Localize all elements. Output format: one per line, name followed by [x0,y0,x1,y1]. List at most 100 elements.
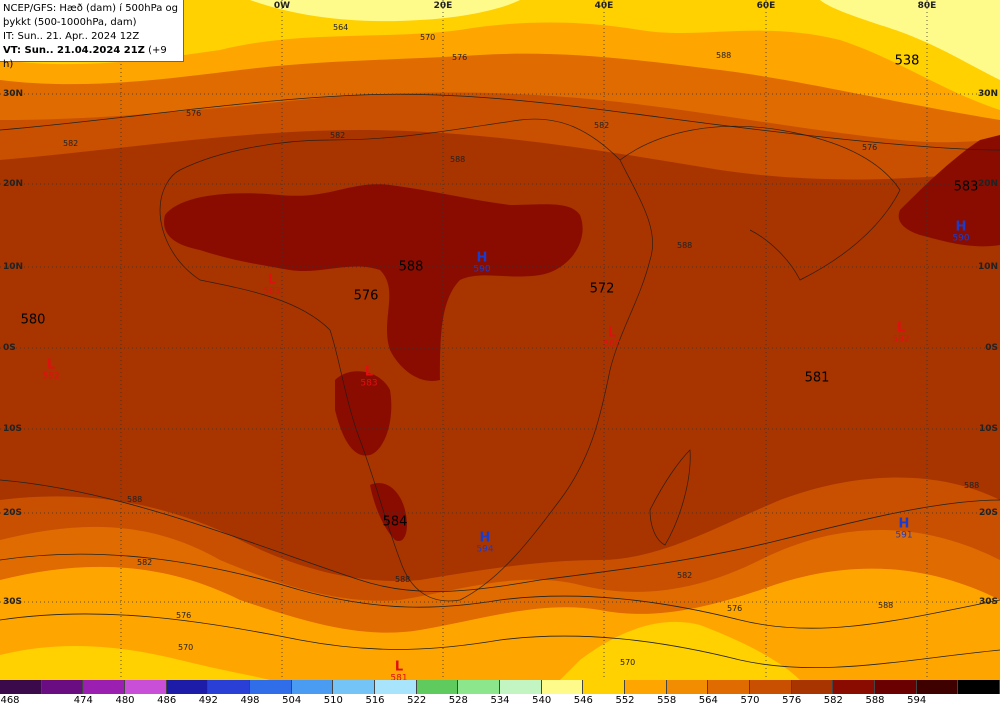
legend-swatch [250,680,292,694]
legend-swatch [666,680,709,694]
legend-tick-label: 474 [73,695,93,706]
contour-label: 582 [594,121,609,130]
contour-label: 576 [452,53,467,62]
legend-tick-label: 522 [407,695,427,706]
legend-swatch [708,680,751,694]
low-pressure-center: L 583 [263,272,281,297]
high-pressure-center: H 590 [952,219,970,244]
legend-swatch [208,680,251,694]
legend-tick-label: 534 [490,695,510,706]
contour-label: 582 [677,571,692,580]
lat-label: 10S [978,424,998,434]
contour-label: 576 [727,604,742,613]
product-title: NCEP/GFS: Hæð (dam) í 500hPa og [3,3,178,14]
lat-label: 20N [3,179,24,189]
low-pressure-center: L 581 [390,659,408,681]
lat-label: 0S [3,343,16,353]
thickness-value: 581 [804,370,830,386]
legend-swatch [791,680,834,694]
lat-label: 20S [978,508,998,518]
lat-label: 20N [977,179,998,189]
lat-label: 30N [3,89,24,99]
legend-swatch [333,680,376,694]
thickness-value: 588 [398,259,424,275]
legend-tick-label: 498 [240,695,260,706]
lat-label: 30S [978,597,998,607]
contour-label: 576 [186,109,201,118]
high-pressure-center: H 591 [895,516,913,541]
contour-label: 582 [330,131,345,140]
legend-tick-label: 516 [365,695,385,706]
high-pressure-center: H 594 [476,530,494,555]
lat-label: 30S [3,597,23,607]
legend-swatch [541,680,584,694]
map-canvas: 564 570 576 576 582 582 588 588 582 576 … [0,0,1000,680]
lon-label: 60E [756,1,776,11]
lat-label: 30N [977,89,998,99]
legend-tick-label: 510 [323,695,343,706]
color-legend: 468 474 480 486 492 498 504 510 516 522 528 534 540 5… [0,680,1000,709]
contour-label: 576 [862,143,877,152]
contour-label: 588 [878,601,893,610]
map-info-box: NCEP/GFS: Hæð (dam) í 500hPa og þykkt (5… [0,0,184,70]
initial-time: IT: Sun.. 21. Apr.. 2024 12Z [3,31,140,42]
legend-tick-label: 552 [615,695,635,706]
legend-swatch [83,680,126,694]
legend-swatch [41,680,84,694]
contour-label: 588 [127,495,142,504]
contour-label: 588 [964,481,979,490]
thickness-value: 580 [20,312,46,328]
contour-label: 588 [677,241,692,250]
legend-swatch [458,680,501,694]
contour-label: 588 [450,155,465,164]
legend-tick-label: 504 [282,695,302,706]
legend-tick-label: 546 [573,695,593,706]
high-pressure-center: H 590 [473,250,491,275]
legend-swatch [125,680,167,694]
lat-label: 10N [3,262,24,272]
legend-tick-label: 468 [0,695,20,706]
low-pressure-center: L 582 [42,357,60,382]
legend-swatch [750,680,792,694]
low-pressure-center: L 582 [892,320,910,345]
legend-swatch [500,680,542,694]
legend-tick-label: 492 [198,695,218,706]
legend-swatch [958,680,1000,694]
valid-time: VT: Sun.. 21.04.2024 21Z (+9 h) [3,45,167,70]
thickness-value: 576 [353,288,379,304]
legend-color-bar [0,680,1000,694]
thickness-field: 564 570 576 576 582 582 588 588 582 576 … [0,0,1000,680]
thickness-value: 583 [953,179,979,195]
legend-swatch [625,680,667,694]
legend-tick-label: 564 [698,695,718,706]
low-pressure-center: L 580 [603,325,621,350]
legend-swatch [916,680,959,694]
legend-tick-label: 540 [532,695,552,706]
lat-label: 10S [3,424,23,434]
thickness-value: 572 [589,281,615,297]
contour-label: 588 [395,575,410,584]
legend-tick-label: 558 [657,695,677,706]
legend-tick-label: 570 [740,695,760,706]
legend-ticks: 468 474 480 486 492 498 504 510 516 522 528 534 540 5… [0,695,1000,709]
lon-label: 0W [273,1,291,11]
contour-label: 582 [137,558,152,567]
legend-tick-label: 480 [115,695,135,706]
legend-swatch [375,680,417,694]
lon-label: 80E [917,1,937,11]
legend-swatch [291,680,334,694]
legend-tick-label: 528 [448,695,468,706]
contour-label: 564 [333,23,348,32]
lat-label: 20S [3,508,23,518]
lat-label: 0S [985,343,998,353]
legend-swatch [0,680,42,694]
thickness-value: 584 [382,514,408,530]
contour-label: 570 [620,658,635,667]
contour-label: 588 [716,51,731,60]
thickness-value: 538 [894,53,920,69]
legend-tick-label: 576 [782,695,802,706]
contour-label: 582 [63,139,78,148]
legend-swatch [875,680,917,694]
contour-label: 576 [176,611,191,620]
legend-tick-label: 594 [907,695,927,706]
